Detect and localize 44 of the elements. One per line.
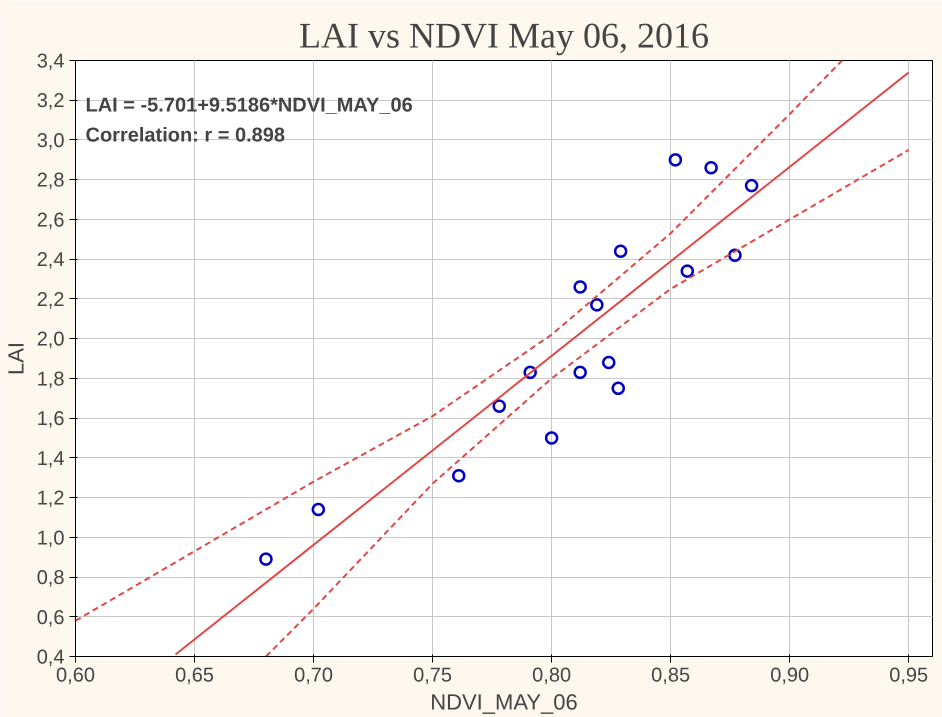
y-tick-label: 2,4	[36, 249, 65, 272]
y-tick-label: 0,6	[36, 606, 65, 629]
annotation: LAI = -5.701+9.5186*NDVI_MAY_06	[86, 94, 413, 116]
point	[704, 161, 718, 175]
y-tick-label: 1,4	[36, 448, 65, 470]
x-tick-label: 0,65	[175, 664, 214, 686]
x-tick-label: 0,75	[413, 664, 452, 686]
point	[612, 382, 626, 396]
annotation: Correlation: r = 0.898	[86, 124, 286, 146]
point	[668, 153, 682, 167]
y-tick-label: 3,2	[36, 90, 65, 112]
line-series	[264, 148, 910, 656]
x-tick-label: 0,85	[651, 664, 690, 686]
x-tick-label: 0,70	[294, 664, 334, 686]
y-tick-label: 1,2	[36, 488, 65, 510]
point	[602, 356, 616, 370]
point	[573, 280, 587, 294]
point	[312, 502, 326, 516]
point	[492, 399, 506, 413]
y-tick-label: 1,8	[36, 368, 65, 390]
point	[259, 552, 273, 566]
point	[680, 264, 694, 278]
y-tick-label: 1,6	[36, 408, 65, 430]
y-tick-label: 2,0	[36, 328, 65, 351]
chart-title: LAI vs NDVI May 06, 2016	[299, 16, 709, 56]
y-tick-label: 2,8	[36, 170, 65, 192]
y-axis-title: LAI	[4, 342, 29, 376]
point	[452, 468, 466, 482]
point	[544, 431, 558, 445]
y-tick-label: 2,2	[36, 288, 65, 311]
x-tick-label: 0,90	[770, 664, 810, 686]
y-tick-label: 3,0	[36, 130, 65, 152]
y-tick-label: 2,6	[36, 209, 65, 232]
y-tick-label: 1,0	[36, 527, 65, 550]
y-tick-label: 0,8	[36, 567, 65, 590]
line-series	[76, 60, 844, 622]
y-tick-label: 3,4	[36, 50, 65, 72]
point	[614, 244, 628, 258]
x-tick-label: 0,80	[532, 664, 572, 686]
point	[744, 178, 758, 192]
point	[573, 366, 587, 380]
x-tick-label: 0,95	[889, 664, 928, 686]
point	[590, 298, 604, 312]
x-axis-title: NDVI_MAY_06	[430, 690, 578, 714]
